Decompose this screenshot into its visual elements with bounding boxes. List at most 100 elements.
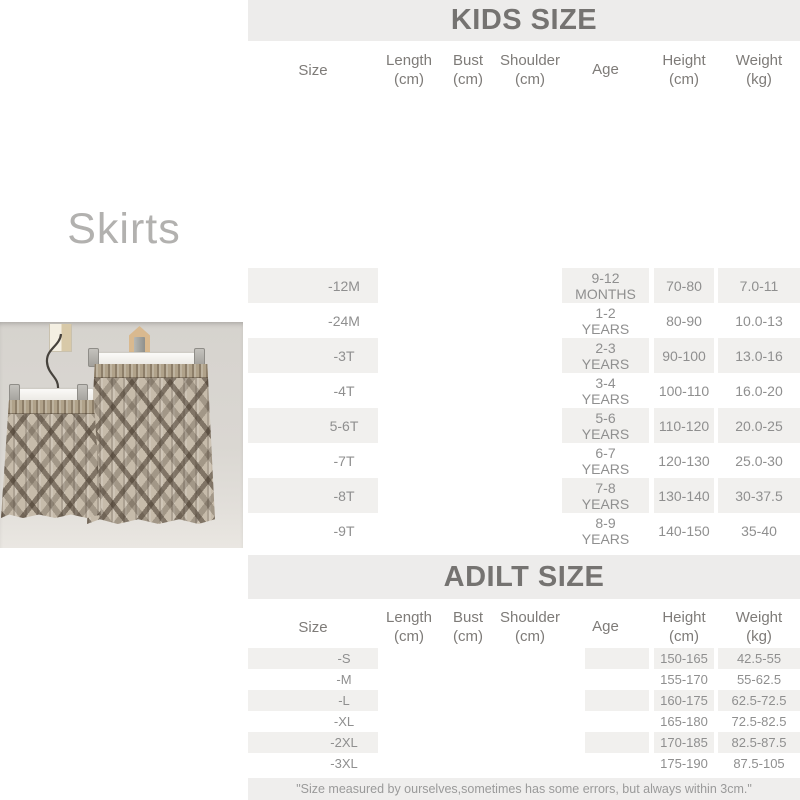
age-cell: 2-3 YEARS bbox=[562, 338, 649, 373]
skirt-waistband bbox=[1, 400, 101, 414]
age-cell: 1-2 YEARS bbox=[581, 304, 630, 337]
weight-cell: 87.5-105 bbox=[733, 756, 785, 771]
size-cell: -XL bbox=[333, 714, 355, 729]
age-cell: 7-8 YEARS bbox=[562, 478, 649, 513]
weight-cell: 42.5-55 bbox=[718, 648, 800, 669]
size-cell: -2XL bbox=[248, 732, 378, 753]
column-header-length: Length (cm) bbox=[386, 609, 432, 645]
height-cell: 100-110 bbox=[658, 382, 710, 399]
measurement-disclaimer: "Size measured by ourselves,sometimes ha… bbox=[248, 778, 800, 800]
table-row: -2XL 170-185 82.5-87.5 bbox=[248, 732, 800, 753]
plaid-skirt-small bbox=[1, 400, 101, 518]
weight-cell: 7.0-11 bbox=[718, 268, 800, 303]
size-cell: -8T bbox=[248, 478, 378, 513]
column-header-length: Length (cm) bbox=[386, 52, 432, 88]
adult-table-header: Size Length (cm) Bust (cm) Shoulder (cm) Ag… bbox=[248, 604, 800, 650]
age-cell: 9-12 MONTHS bbox=[562, 268, 649, 303]
size-cell: -3T bbox=[248, 338, 378, 373]
height-cell: 155-170 bbox=[660, 672, 708, 687]
column-header-bust: Bust (cm) bbox=[452, 609, 483, 645]
skirt-waistband bbox=[87, 364, 215, 378]
weight-cell: 10.0-13 bbox=[735, 312, 783, 329]
table-row: -3T 2-3 YEARS 90-100 13.0-16 bbox=[248, 338, 800, 373]
height-cell: 170-185 bbox=[654, 732, 714, 753]
age-cell bbox=[562, 648, 649, 669]
height-cell: 150-165 bbox=[654, 648, 714, 669]
height-cell: 165-180 bbox=[660, 714, 708, 729]
column-header-bust: Bust (cm) bbox=[452, 52, 483, 88]
size-cell: -4T bbox=[333, 382, 355, 399]
column-header-age: Age bbox=[592, 618, 619, 635]
table-row: -8T 7-8 YEARS 130-140 30-37.5 bbox=[248, 478, 800, 513]
weight-cell: 82.5-87.5 bbox=[718, 732, 800, 753]
table-row: -4T 3-4 YEARS 100-110 16.0-20 bbox=[248, 373, 800, 408]
kids-section-title: KIDS SIZE bbox=[248, 0, 800, 41]
height-cell: 130-140 bbox=[654, 478, 714, 513]
plaid-skirt-large bbox=[87, 364, 215, 524]
size-cell: -M bbox=[336, 672, 352, 687]
table-row: 5-6T 5-6 YEARS 110-120 20.0-25 bbox=[248, 408, 800, 443]
size-cell: -3XL bbox=[330, 756, 358, 771]
column-header-weight: Weight (kg) bbox=[735, 609, 783, 645]
height-cell: 160-175 bbox=[654, 690, 714, 711]
kids-table-header: Size Length (cm) Bust (cm) Shoulder (cm) Ag… bbox=[248, 45, 800, 95]
weight-cell: 72.5-82.5 bbox=[731, 714, 787, 729]
column-header-age: Age bbox=[592, 61, 619, 78]
table-row: -12M 9-12 MONTHS 70-80 7.0-11 bbox=[248, 268, 800, 303]
clip-hanger-large bbox=[91, 352, 203, 365]
age-cell bbox=[562, 711, 649, 732]
height-cell: 70-80 bbox=[654, 268, 714, 303]
age-cell: 6-7 YEARS bbox=[581, 444, 630, 477]
height-cell: 140-150 bbox=[658, 522, 710, 539]
weight-cell: 35-40 bbox=[741, 522, 777, 539]
hanger-clip bbox=[88, 348, 99, 367]
column-header-shoulder: Shoulder (cm) bbox=[499, 52, 561, 88]
height-cell: 90-100 bbox=[654, 338, 714, 373]
size-cell: 5-6T bbox=[248, 408, 378, 443]
weight-cell: 30-37.5 bbox=[718, 478, 800, 513]
age-cell: 3-4 YEARS bbox=[581, 374, 630, 407]
size-cell: -24M bbox=[328, 312, 360, 329]
age-cell: 8-9 YEARS bbox=[581, 514, 630, 547]
size-cell: -12M bbox=[248, 268, 378, 303]
table-row: -L 160-175 62.5-72.5 bbox=[248, 690, 800, 711]
height-cell: 80-90 bbox=[666, 312, 702, 329]
height-cell: 120-130 bbox=[658, 452, 710, 469]
wire-hook-icon bbox=[45, 333, 63, 390]
age-cell bbox=[562, 753, 649, 774]
size-cell: -S bbox=[248, 648, 378, 669]
weight-cell: 13.0-16 bbox=[718, 338, 800, 373]
column-header-shoulder: Shoulder (cm) bbox=[499, 609, 561, 645]
column-header-weight: Weight (kg) bbox=[735, 52, 783, 88]
kids-table-body: -12M 9-12 MONTHS 70-80 7.0-11 -24M 1-2 YEA… bbox=[248, 268, 800, 548]
product-category-label: Skirts bbox=[67, 205, 181, 253]
column-header-size: Size bbox=[298, 61, 328, 79]
weight-cell: 16.0-20 bbox=[735, 382, 783, 399]
size-cell: -7T bbox=[333, 452, 355, 469]
age-cell bbox=[562, 690, 649, 711]
table-row: -M 155-170 55-62.5 bbox=[248, 669, 800, 690]
column-header-height: Height (cm) bbox=[662, 52, 706, 88]
age-cell bbox=[562, 669, 649, 690]
table-row: -XL 165-180 72.5-82.5 bbox=[248, 711, 800, 732]
adult-table-body: -S 150-165 42.5-55 -M 155-170 55-62.5 -L… bbox=[248, 648, 800, 774]
size-cell: -9T bbox=[333, 522, 355, 539]
column-header-size: Size bbox=[298, 618, 328, 636]
table-row: -24M 1-2 YEARS 80-90 10.0-13 bbox=[248, 303, 800, 338]
table-row: -7T 6-7 YEARS 120-130 25.0-30 bbox=[248, 443, 800, 478]
column-header-height: Height (cm) bbox=[662, 609, 706, 645]
table-row: -3XL 175-190 87.5-105 bbox=[248, 753, 800, 774]
height-cell: 110-120 bbox=[654, 408, 714, 443]
table-row: -S 150-165 42.5-55 bbox=[248, 648, 800, 669]
weight-cell: 55-62.5 bbox=[736, 672, 782, 687]
age-cell bbox=[562, 732, 649, 753]
weight-cell: 25.0-30 bbox=[735, 452, 783, 469]
weight-cell: 62.5-72.5 bbox=[718, 690, 800, 711]
adult-section-title: ADILT SIZE bbox=[248, 555, 800, 599]
age-cell: 5-6 YEARS bbox=[562, 408, 649, 443]
height-cell: 175-190 bbox=[660, 756, 708, 771]
weight-cell: 20.0-25 bbox=[718, 408, 800, 443]
hanger-metal-mount bbox=[134, 337, 145, 357]
table-row: -9T 8-9 YEARS 140-150 35-40 bbox=[248, 513, 800, 548]
